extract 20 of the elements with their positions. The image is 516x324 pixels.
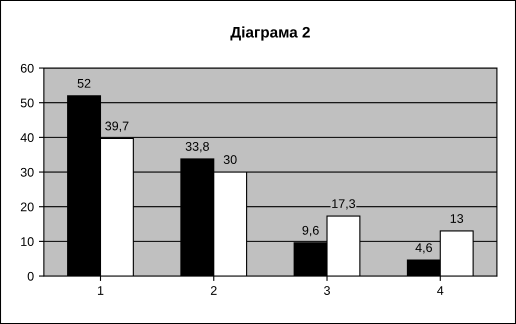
y-tick-label: 30 bbox=[20, 168, 34, 177]
y-tick-label: 20 bbox=[20, 202, 34, 212]
x-tick-label: 1 bbox=[98, 286, 104, 295]
y-tick-label: 60 bbox=[20, 64, 34, 73]
x-tick-label: 2 bbox=[210, 286, 217, 295]
data-label: 4,6 bbox=[415, 243, 432, 254]
y-tick-label: 40 bbox=[20, 133, 34, 142]
y-tick-label: 0 bbox=[28, 272, 34, 281]
data-label: 13 bbox=[450, 214, 464, 223]
data-label: 39,7 bbox=[105, 122, 128, 132]
y-tick-label: 10 bbox=[21, 237, 34, 246]
x-tick-label: 4 bbox=[437, 286, 444, 295]
data-label: 17,3 bbox=[332, 199, 356, 210]
y-tick-label: 50 bbox=[20, 98, 34, 108]
data-label: 9,6 bbox=[302, 226, 319, 236]
x-tick-label: 3 bbox=[324, 286, 330, 295]
data-label: 33,8 bbox=[186, 142, 209, 152]
chart-title: Діаграма 2 bbox=[230, 26, 310, 41]
data-label: 30 bbox=[224, 155, 237, 164]
data-label: 52 bbox=[78, 78, 90, 88]
